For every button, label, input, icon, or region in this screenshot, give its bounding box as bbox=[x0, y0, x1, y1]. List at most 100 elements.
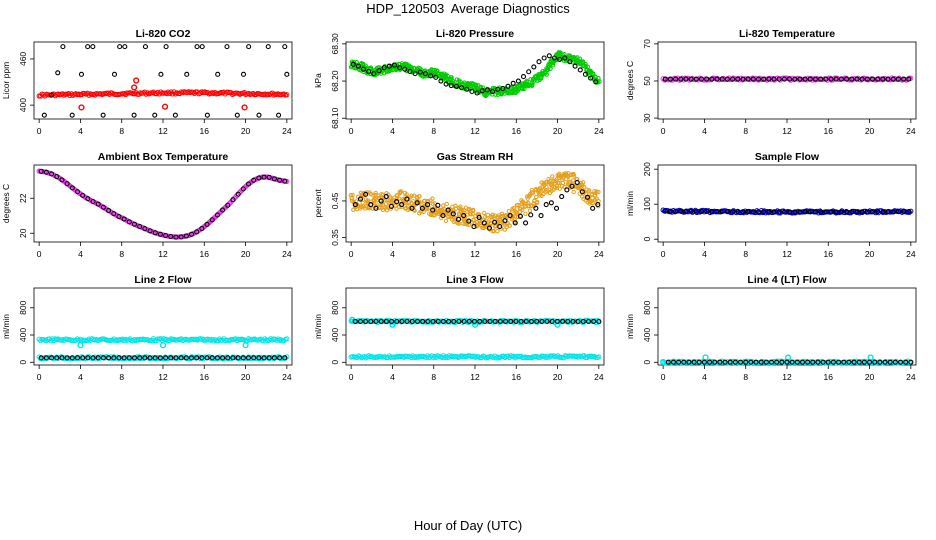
data-point bbox=[399, 318, 405, 324]
series-raw bbox=[36, 89, 290, 99]
data-point bbox=[526, 69, 532, 75]
x-tick-label: 12 bbox=[782, 372, 792, 382]
data-point bbox=[173, 234, 179, 240]
data-point bbox=[590, 71, 596, 77]
data-point bbox=[147, 228, 153, 234]
x-tick-label: 24 bbox=[906, 126, 916, 136]
data-point bbox=[163, 44, 169, 50]
x-tick-label: 0 bbox=[349, 126, 354, 136]
data-point bbox=[440, 318, 446, 324]
data-point bbox=[844, 209, 850, 215]
data-point bbox=[48, 92, 55, 98]
data-point bbox=[794, 359, 800, 365]
data-point bbox=[766, 76, 772, 82]
data-point bbox=[828, 209, 834, 215]
panel-7: Line 2 Flow ml/min 0 400 800 0 4 8 12 16 20 24 bbox=[1, 274, 293, 382]
x-tick-label: 0 bbox=[37, 126, 42, 136]
data-point bbox=[838, 209, 844, 215]
panel-1: Li-820 CO2 Licor ppm 400 460 0 4 8 12 16 20 24 bbox=[1, 28, 293, 136]
data-point bbox=[497, 224, 503, 230]
data-point bbox=[438, 78, 444, 84]
data-point bbox=[502, 218, 508, 224]
data-point bbox=[422, 71, 429, 77]
data-point bbox=[520, 74, 527, 80]
data-point bbox=[781, 209, 787, 215]
data-point bbox=[596, 318, 602, 324]
data-point bbox=[859, 209, 865, 215]
data-point bbox=[484, 87, 490, 93]
data-point bbox=[593, 79, 599, 85]
data-point bbox=[906, 209, 912, 215]
x-tick-label: 8 bbox=[431, 249, 436, 259]
data-point bbox=[165, 89, 171, 95]
data-point bbox=[714, 76, 720, 82]
data-point bbox=[412, 208, 417, 213]
data-point bbox=[763, 359, 769, 365]
data-point bbox=[430, 318, 436, 324]
data-point bbox=[571, 189, 576, 195]
data-point bbox=[691, 359, 697, 365]
data-point bbox=[830, 359, 836, 365]
data-point bbox=[414, 194, 420, 200]
data-point bbox=[404, 196, 410, 202]
data-point bbox=[137, 355, 143, 361]
data-point bbox=[159, 342, 167, 349]
data-point bbox=[161, 103, 169, 110]
data-point bbox=[256, 175, 262, 181]
data-point bbox=[357, 196, 363, 202]
data-point bbox=[284, 92, 290, 98]
data-point bbox=[100, 112, 106, 118]
y-tick-label: 0 bbox=[18, 360, 28, 365]
data-point bbox=[776, 76, 782, 82]
data-point bbox=[444, 201, 449, 207]
y-tick-label: 70 bbox=[642, 39, 652, 49]
data-point bbox=[111, 71, 118, 77]
data-point bbox=[688, 208, 694, 214]
data-point bbox=[230, 197, 236, 203]
data-point bbox=[284, 178, 290, 185]
data-point bbox=[792, 76, 798, 82]
data-point bbox=[554, 321, 561, 328]
x-tick-label: 20 bbox=[553, 126, 563, 136]
data-point bbox=[523, 318, 529, 324]
data-point bbox=[450, 79, 456, 84]
x-tick-label: 16 bbox=[824, 372, 834, 382]
x-tick-label: 8 bbox=[119, 249, 124, 259]
data-point bbox=[676, 359, 682, 365]
data-point bbox=[761, 209, 767, 215]
data-point bbox=[446, 318, 452, 324]
data-point bbox=[825, 359, 831, 365]
data-point bbox=[380, 202, 386, 208]
data-point bbox=[596, 189, 601, 195]
data-point bbox=[779, 359, 785, 365]
data-point bbox=[471, 224, 477, 230]
data-point bbox=[569, 183, 575, 189]
data-point bbox=[554, 318, 560, 324]
data-point bbox=[557, 56, 563, 63]
data-point bbox=[471, 321, 479, 328]
data-point bbox=[256, 355, 262, 361]
data-point bbox=[224, 44, 230, 50]
series-raw bbox=[36, 168, 290, 240]
data-point bbox=[670, 359, 677, 365]
data-point bbox=[745, 76, 751, 82]
data-point bbox=[373, 205, 379, 211]
y-axis-title: ml/min bbox=[313, 314, 323, 339]
data-point bbox=[560, 180, 566, 186]
data-point bbox=[557, 186, 562, 191]
data-point bbox=[551, 187, 556, 192]
data-point bbox=[43, 355, 49, 361]
x-tick-label: 24 bbox=[594, 249, 604, 259]
x-tick-label: 12 bbox=[782, 126, 792, 136]
data-point bbox=[750, 209, 756, 215]
data-point bbox=[194, 229, 200, 235]
data-point bbox=[761, 76, 767, 82]
data-point bbox=[802, 209, 808, 215]
data-point bbox=[877, 359, 883, 365]
data-point bbox=[225, 355, 231, 361]
data-point bbox=[414, 318, 421, 324]
data-point bbox=[818, 76, 824, 82]
data-point bbox=[166, 90, 173, 97]
data-point bbox=[543, 202, 549, 208]
data-point bbox=[85, 355, 91, 361]
